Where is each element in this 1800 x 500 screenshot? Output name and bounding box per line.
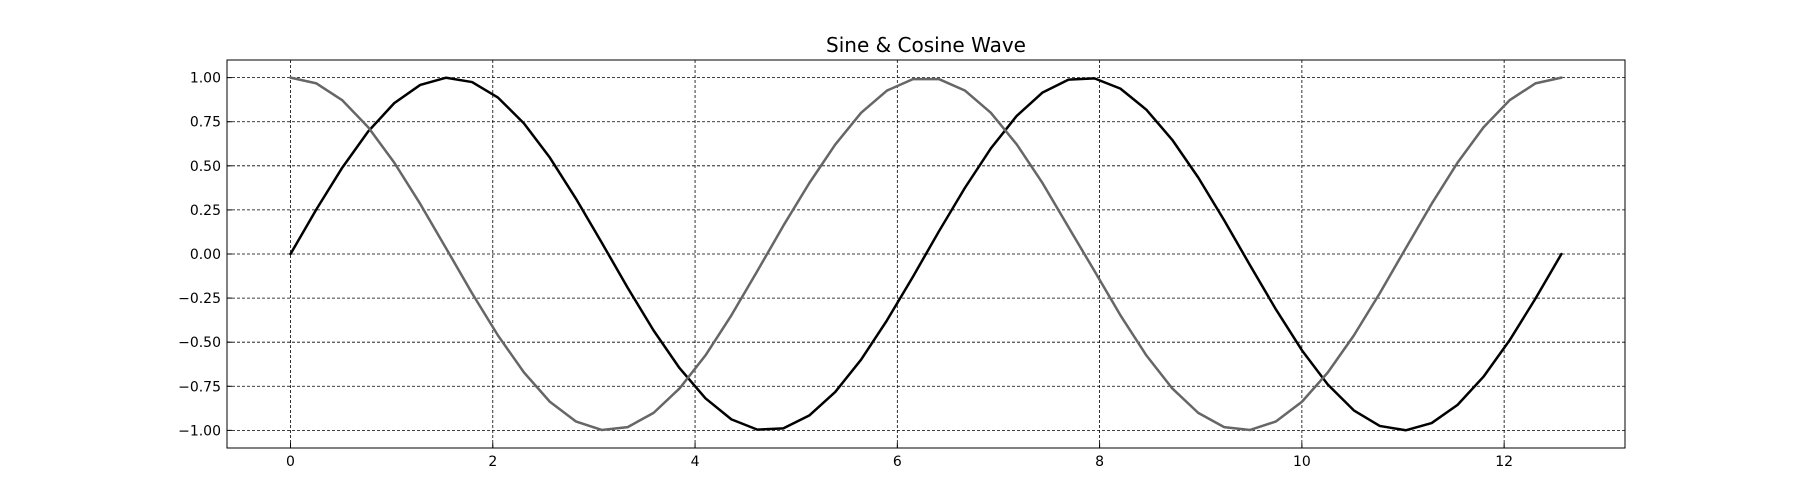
y-tick-label: 0.00 xyxy=(190,247,221,263)
y-tick-label: −0.50 xyxy=(178,335,221,351)
chart-title: Sine & Cosine Wave xyxy=(826,33,1026,57)
x-tick-label: 12 xyxy=(1495,454,1513,470)
y-tick-label: 1.00 xyxy=(190,71,221,87)
y-tick-label: −0.25 xyxy=(178,291,221,307)
y-tick-label: 0.25 xyxy=(190,203,221,219)
x-tick-label: 0 xyxy=(286,454,295,470)
x-tick-label: 10 xyxy=(1293,454,1311,470)
grid-layer xyxy=(227,60,1625,448)
x-tick-label: 6 xyxy=(893,454,902,470)
sine-wave-line xyxy=(289,76,1563,432)
x-tick-label: 8 xyxy=(1095,454,1104,470)
x-tick-label: 4 xyxy=(691,454,700,470)
x-tick-label: 2 xyxy=(488,454,497,470)
y-tick-label: 0.75 xyxy=(190,115,221,131)
y-tick-label: −0.75 xyxy=(178,379,221,395)
tick-layer: 0 2 4 6 8 10 12 1.00 0.75 0.50 0.25 0.00 −0.25 −0.50 −… xyxy=(178,71,1513,470)
y-tick-label: 0.50 xyxy=(190,159,221,175)
cosine-wave-line xyxy=(289,76,1563,432)
y-tick-label: −1.00 xyxy=(178,423,221,439)
series-layer xyxy=(289,76,1563,432)
